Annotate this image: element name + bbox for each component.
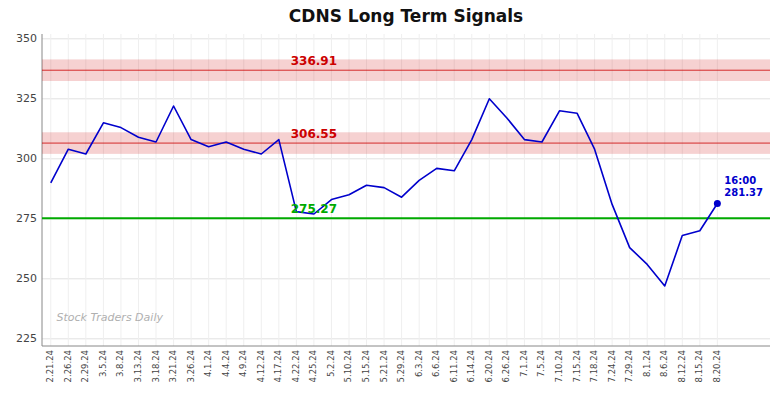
- x-tick-label: 7.1.24: [519, 350, 529, 377]
- x-tick-label: 4.1.24: [203, 350, 213, 377]
- signal-band: [42, 132, 770, 154]
- x-tick-label: 6.20.24: [484, 350, 494, 382]
- y-tick-label: 225: [16, 332, 37, 345]
- x-tick-label: 7.10.24: [554, 350, 564, 382]
- x-tick-label: 4.25.24: [308, 350, 318, 382]
- x-tick-label: 6.6.24: [431, 350, 441, 377]
- x-tick-label: 7.18.24: [589, 350, 599, 382]
- y-grid-line: [42, 338, 770, 339]
- title: CDNS Long Term Signals: [289, 6, 523, 26]
- y-tick-label: 300: [16, 152, 37, 165]
- x-tick-label: 7.15.24: [572, 350, 582, 382]
- x-tick-label: 8.12.24: [677, 350, 687, 382]
- x-tick-label: 4.12.24: [256, 350, 266, 382]
- y-grid-line: [42, 218, 770, 219]
- x-tick-label: 7.5.24: [536, 350, 546, 377]
- signal-line: [42, 217, 770, 219]
- x-tick-label: 8.6.24: [659, 350, 669, 377]
- signal-label: 306.55: [291, 127, 337, 141]
- y-grid-line: [42, 98, 770, 99]
- x-tick-label: 2.21.24: [45, 350, 55, 382]
- y-tick-label: 350: [16, 32, 37, 45]
- x-tick-label: 5.2.24: [326, 350, 336, 377]
- y-tick-label: 325: [16, 92, 37, 105]
- x-tick-label: 3.18.24: [151, 350, 161, 382]
- last-point: [714, 200, 721, 207]
- grid: [42, 34, 770, 346]
- y-grid-line: [42, 278, 770, 279]
- x-tick-label: 3.26.24: [186, 350, 196, 382]
- watermark: Stock Traders Daily: [57, 311, 164, 324]
- x-tick-label: 2.26.24: [63, 350, 73, 382]
- x-tick-label: 4.4.24: [221, 350, 231, 377]
- x-tick-label: 6.14.24: [466, 350, 476, 382]
- x-axis-line: [42, 346, 770, 347]
- signal-line: [42, 70, 770, 71]
- y-grid-line: [42, 158, 770, 159]
- x-tick-label: 3.5.24: [98, 350, 108, 377]
- signal-band: [42, 59, 770, 81]
- price-line: [51, 99, 718, 286]
- signal-label: 336.91: [291, 54, 337, 68]
- y-tick-label: 250: [16, 272, 37, 285]
- x-tick-label: 3.8.24: [115, 350, 125, 377]
- x-tick-label: 6.26.24: [501, 350, 511, 382]
- signal-line: [42, 143, 770, 144]
- x-tick-label: 5.10.24: [343, 350, 353, 382]
- x-tick-label: 8.1.24: [642, 350, 652, 377]
- x-tick-label: 3.13.24: [133, 350, 143, 382]
- x-tick-label: 5.15.24: [361, 350, 371, 382]
- x-tick-label: 4.9.24: [238, 350, 248, 377]
- chart: 225 250 275 300 325 350 2.21.24 2.26.24 2.29.24 3…: [0, 0, 784, 398]
- x-tick-label: 2.29.24: [80, 350, 90, 382]
- annotation-value: 281.37: [724, 187, 763, 198]
- annotation-time: 16:00: [724, 175, 756, 186]
- x-tick-label: 5.21.24: [379, 350, 389, 382]
- y-tick-label: 275: [16, 212, 37, 225]
- plot-area: [42, 59, 770, 286]
- x-tick-label: 7.29.24: [624, 350, 634, 382]
- signal-label: 275.27: [291, 202, 337, 216]
- x-tick-label: 3.21.24: [168, 350, 178, 382]
- y-grid-line: [42, 38, 770, 39]
- x-tick-label: 6.3.24: [414, 350, 424, 377]
- x-tick-label: 7.24.24: [607, 350, 617, 382]
- x-tick-label: 4.17.24: [273, 350, 283, 382]
- x-tick-label: 8.15.24: [694, 350, 704, 382]
- x-tick-label: 5.29.24: [396, 350, 406, 382]
- x-tick-label: 4.22.24: [291, 350, 301, 382]
- x-tick-label: 6.11.24: [449, 350, 459, 382]
- x-tick-label: 8.20.24: [712, 350, 722, 382]
